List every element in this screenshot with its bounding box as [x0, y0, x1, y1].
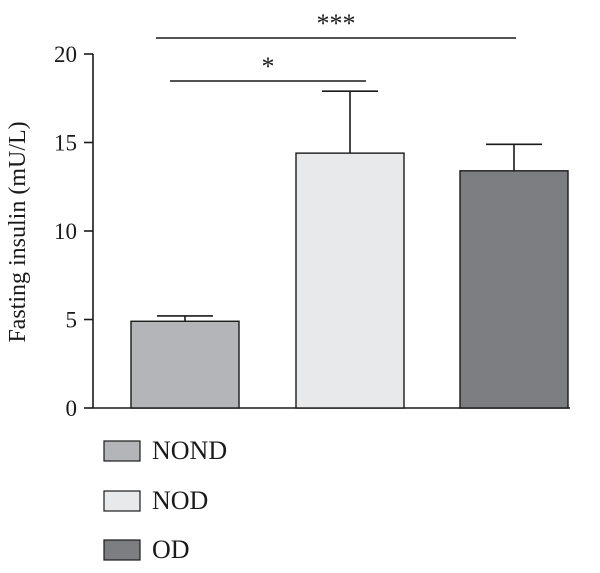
y-tick-label: 0	[66, 396, 78, 421]
legend-label: NOND	[152, 436, 227, 465]
y-tick-label: 15	[54, 131, 77, 156]
legend-swatch	[103, 440, 141, 462]
bars-group	[130, 152, 569, 409]
bar-nod	[295, 152, 405, 409]
legend-label: NOD	[152, 486, 208, 515]
legend-swatch	[103, 490, 141, 512]
y-tick-label: 10	[54, 219, 77, 244]
error-bars-group	[157, 90, 542, 322]
significance-label: *	[262, 52, 275, 81]
significance-group: ****	[156, 9, 516, 82]
legend-swatch	[103, 539, 141, 561]
significance-label: ***	[317, 9, 356, 38]
y-tick-label: 20	[54, 42, 77, 67]
y-axis-label: Fasting insulin (mU/L)	[5, 121, 31, 342]
legend-label: OD	[152, 535, 190, 564]
bar-od	[459, 170, 569, 409]
y-tick-label: 5	[66, 308, 78, 333]
legend: NOND NOD OD	[103, 436, 227, 564]
bar-nond	[130, 320, 240, 409]
